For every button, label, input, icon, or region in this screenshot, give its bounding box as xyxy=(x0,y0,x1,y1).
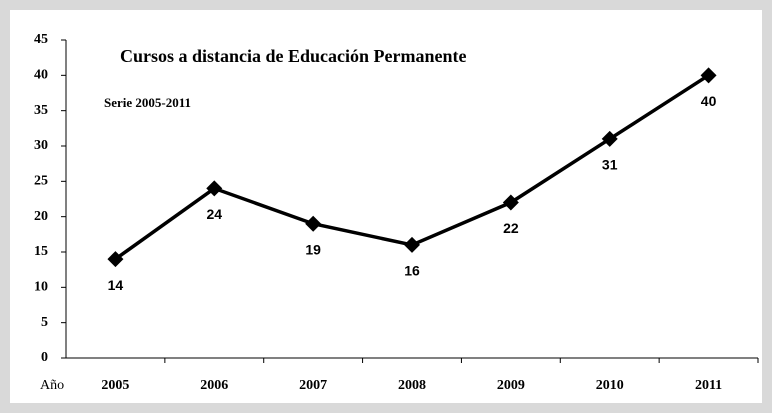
data-label: 24 xyxy=(206,206,222,222)
data-point xyxy=(502,194,519,211)
data-point xyxy=(206,180,223,197)
x-tick-label: 2010 xyxy=(596,378,624,393)
data-label: 19 xyxy=(305,241,321,257)
data-point xyxy=(700,67,717,84)
y-tick-label: 10 xyxy=(34,280,48,295)
y-tick-label: 45 xyxy=(34,32,48,47)
data-point xyxy=(404,236,420,253)
x-tick-label: 2011 xyxy=(695,378,722,393)
x-tick-label: 2006 xyxy=(200,378,228,393)
x-tick-label: 2009 xyxy=(497,378,525,393)
data-label: 14 xyxy=(108,277,124,293)
x-axis-label: Año xyxy=(40,378,64,393)
data-label: 40 xyxy=(701,93,717,109)
data-label: 22 xyxy=(503,220,519,236)
data-point xyxy=(305,215,322,232)
data-label: 16 xyxy=(404,263,420,279)
data-point xyxy=(601,130,618,147)
y-tick-label: 25 xyxy=(34,174,48,189)
data-label: 31 xyxy=(602,157,618,173)
y-tick-label: 0 xyxy=(41,350,48,365)
y-tick-label: 5 xyxy=(41,315,48,330)
chart-title: Cursos a distancia de Educación Permanen… xyxy=(120,46,467,66)
x-tick-label: 2005 xyxy=(101,378,129,393)
chart-subtitle: Serie 2005-2011 xyxy=(104,95,191,110)
y-tick-label: 35 xyxy=(34,103,48,118)
y-tick-label: 15 xyxy=(34,244,48,259)
x-tick-label: 2007 xyxy=(299,378,327,393)
y-tick-label: 20 xyxy=(34,209,48,224)
y-tick-label: 40 xyxy=(34,68,48,83)
data-point xyxy=(107,251,124,268)
y-tick-label: 30 xyxy=(34,138,48,153)
x-tick-label: 2008 xyxy=(398,378,426,393)
chart-area xyxy=(10,10,762,403)
